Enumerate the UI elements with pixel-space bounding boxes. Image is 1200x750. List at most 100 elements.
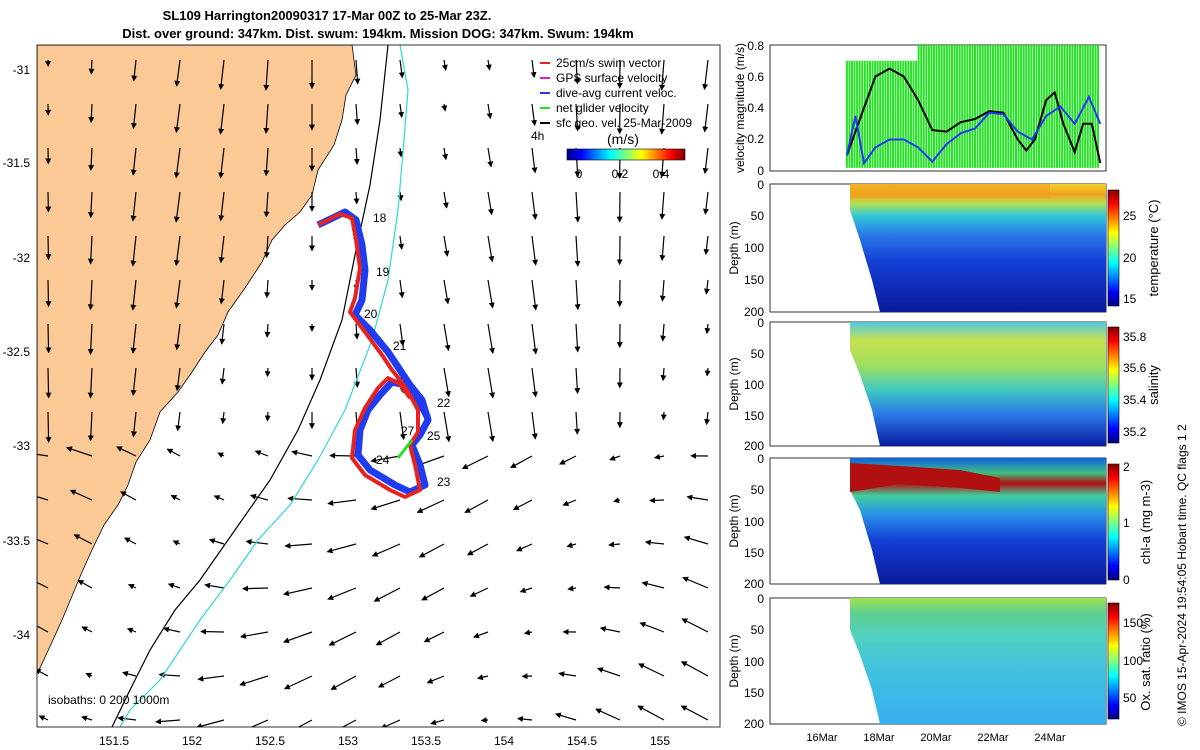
velocity-arrow [353, 147, 360, 165]
velocity-arrow [599, 626, 621, 633]
velocity-arrow [166, 448, 181, 457]
velocity-arrow [131, 59, 138, 82]
velocity-arrow [155, 718, 181, 725]
isobath-1000m [119, 45, 409, 727]
day-label-27: 27 [401, 424, 415, 438]
velocity-arrow [416, 499, 445, 513]
map-colorbar-label: (m/s) [607, 131, 639, 147]
velocity-arrow [485, 59, 492, 71]
map-x-axis: 151.5 152 152.5 153 153.5 154 154.5 155 [99, 734, 670, 748]
day-label-19: 19 [376, 265, 390, 279]
velocity-arrow [284, 542, 313, 549]
velocity-arrow [638, 663, 665, 677]
velocity-arrow [531, 279, 539, 311]
velocity-arrow [443, 323, 451, 352]
vel-y-tick: 0.4 [747, 101, 764, 115]
salinity-colorbar-label: salinity [1146, 365, 1161, 405]
map-x-tick: 152 [182, 734, 202, 748]
depth-tick: 150 [744, 546, 764, 560]
velocity-arrow [117, 715, 137, 722]
velocity-arrow [659, 59, 666, 91]
series-black-line [845, 67, 1102, 164]
velocity-arrow [81, 626, 93, 633]
day-label-18: 18 [373, 211, 387, 225]
velocity-arrow [704, 367, 711, 377]
velocity-arrow [574, 191, 581, 223]
depth-tick: 50 [751, 483, 765, 497]
velocity-arrow [291, 449, 313, 457]
velocity-arrow [703, 279, 710, 295]
velocity-arrow [219, 323, 226, 345]
velocity-arrow [686, 494, 709, 501]
velocity-arrow [559, 455, 577, 465]
velocity-arrow [653, 453, 665, 460]
velocity-arrow [283, 631, 313, 644]
velocity-arrow [242, 585, 269, 592]
ox-cbar-tick: 100 [1123, 654, 1143, 668]
day-label-25: 25 [427, 429, 441, 443]
depth-tick: 150 [744, 686, 764, 700]
legend-label-gps: GPS surface velocity [556, 71, 667, 85]
velocity-arrow [473, 631, 489, 639]
velocity-arrow [218, 191, 225, 222]
velocity-arrow [264, 279, 271, 299]
velocity-arrow [487, 235, 495, 263]
legend-time: 4h [531, 129, 544, 143]
velocity-arrow [574, 411, 581, 435]
velocity-arrow [130, 147, 137, 176]
velocity-arrow [127, 583, 137, 590]
salinity-depth-label: Depth (m) [727, 357, 741, 410]
velocity-arrow [45, 367, 52, 399]
velocity-arrow [327, 587, 357, 601]
map-panel: 18 19 20 21 22 23 24 27 25 isobaths: 0 2… [3, 44, 721, 748]
velocity-arrow [574, 323, 581, 353]
velocity-arrow [574, 103, 581, 132]
date-tick: 18Mar [863, 732, 895, 744]
velocity-arrow [326, 543, 357, 554]
velocity-arrow [441, 59, 448, 71]
salinity-field [850, 322, 1106, 446]
velocity-arrow [81, 715, 93, 722]
chla-max-layer [850, 463, 1000, 492]
depth-tick: 0 [757, 178, 764, 192]
date-tick: 24Mar [1034, 732, 1066, 744]
velocity-arrow [174, 279, 181, 309]
chla-panel: 0 1 2 chl-a (mg m-3) [769, 457, 1153, 587]
velocity-arrow [423, 631, 445, 643]
velocity-arrow [208, 538, 225, 545]
velocity-arrow [487, 367, 496, 399]
day-label-24: 24 [376, 453, 390, 467]
temp-cbar-tick: 20 [1123, 251, 1137, 265]
vel-y-tick: 0.2 [747, 132, 764, 146]
velocity-arrow [130, 367, 137, 397]
velocity-arrow [263, 191, 270, 218]
velocity-arrow [87, 279, 94, 311]
velocity-arrow [249, 493, 269, 501]
velocity-arrow [116, 446, 137, 457]
depth-tick: 0 [757, 316, 764, 330]
date-tick: 20Mar [920, 732, 952, 744]
velocity-arrow [558, 671, 577, 678]
velocity-arrow [88, 59, 95, 75]
velocity-arrow [87, 367, 94, 399]
velocity-arrow [77, 579, 93, 589]
velocity-axes-frame [769, 44, 1107, 172]
velocity-panel: 0 0.2 0.4 0.6 0.8 velocity magnitude (m/… [733, 39, 1107, 178]
map-x-tick: 153.5 [411, 734, 441, 748]
temperature-colorbar [1107, 189, 1120, 307]
velocity-arrow [399, 411, 406, 441]
day-label-20: 20 [364, 307, 378, 321]
velocity-arrow [218, 59, 225, 91]
velocity-arrow [123, 537, 137, 545]
map-legend: 25cm/s swim vector GPS surface velocity … [531, 56, 692, 181]
ox-cbar-tick: 50 [1123, 691, 1137, 705]
velocity-arrow [566, 542, 577, 548]
depth-tick: 100 [744, 655, 764, 669]
velocity-arrow [487, 411, 495, 443]
velocity-arrow [37, 581, 49, 589]
velocity-arrow [487, 147, 494, 168]
velocity-arrow [218, 235, 225, 264]
velocity-arrow [130, 323, 137, 354]
velocity-arrow [172, 540, 181, 546]
velocity-arrow [37, 622, 49, 633]
